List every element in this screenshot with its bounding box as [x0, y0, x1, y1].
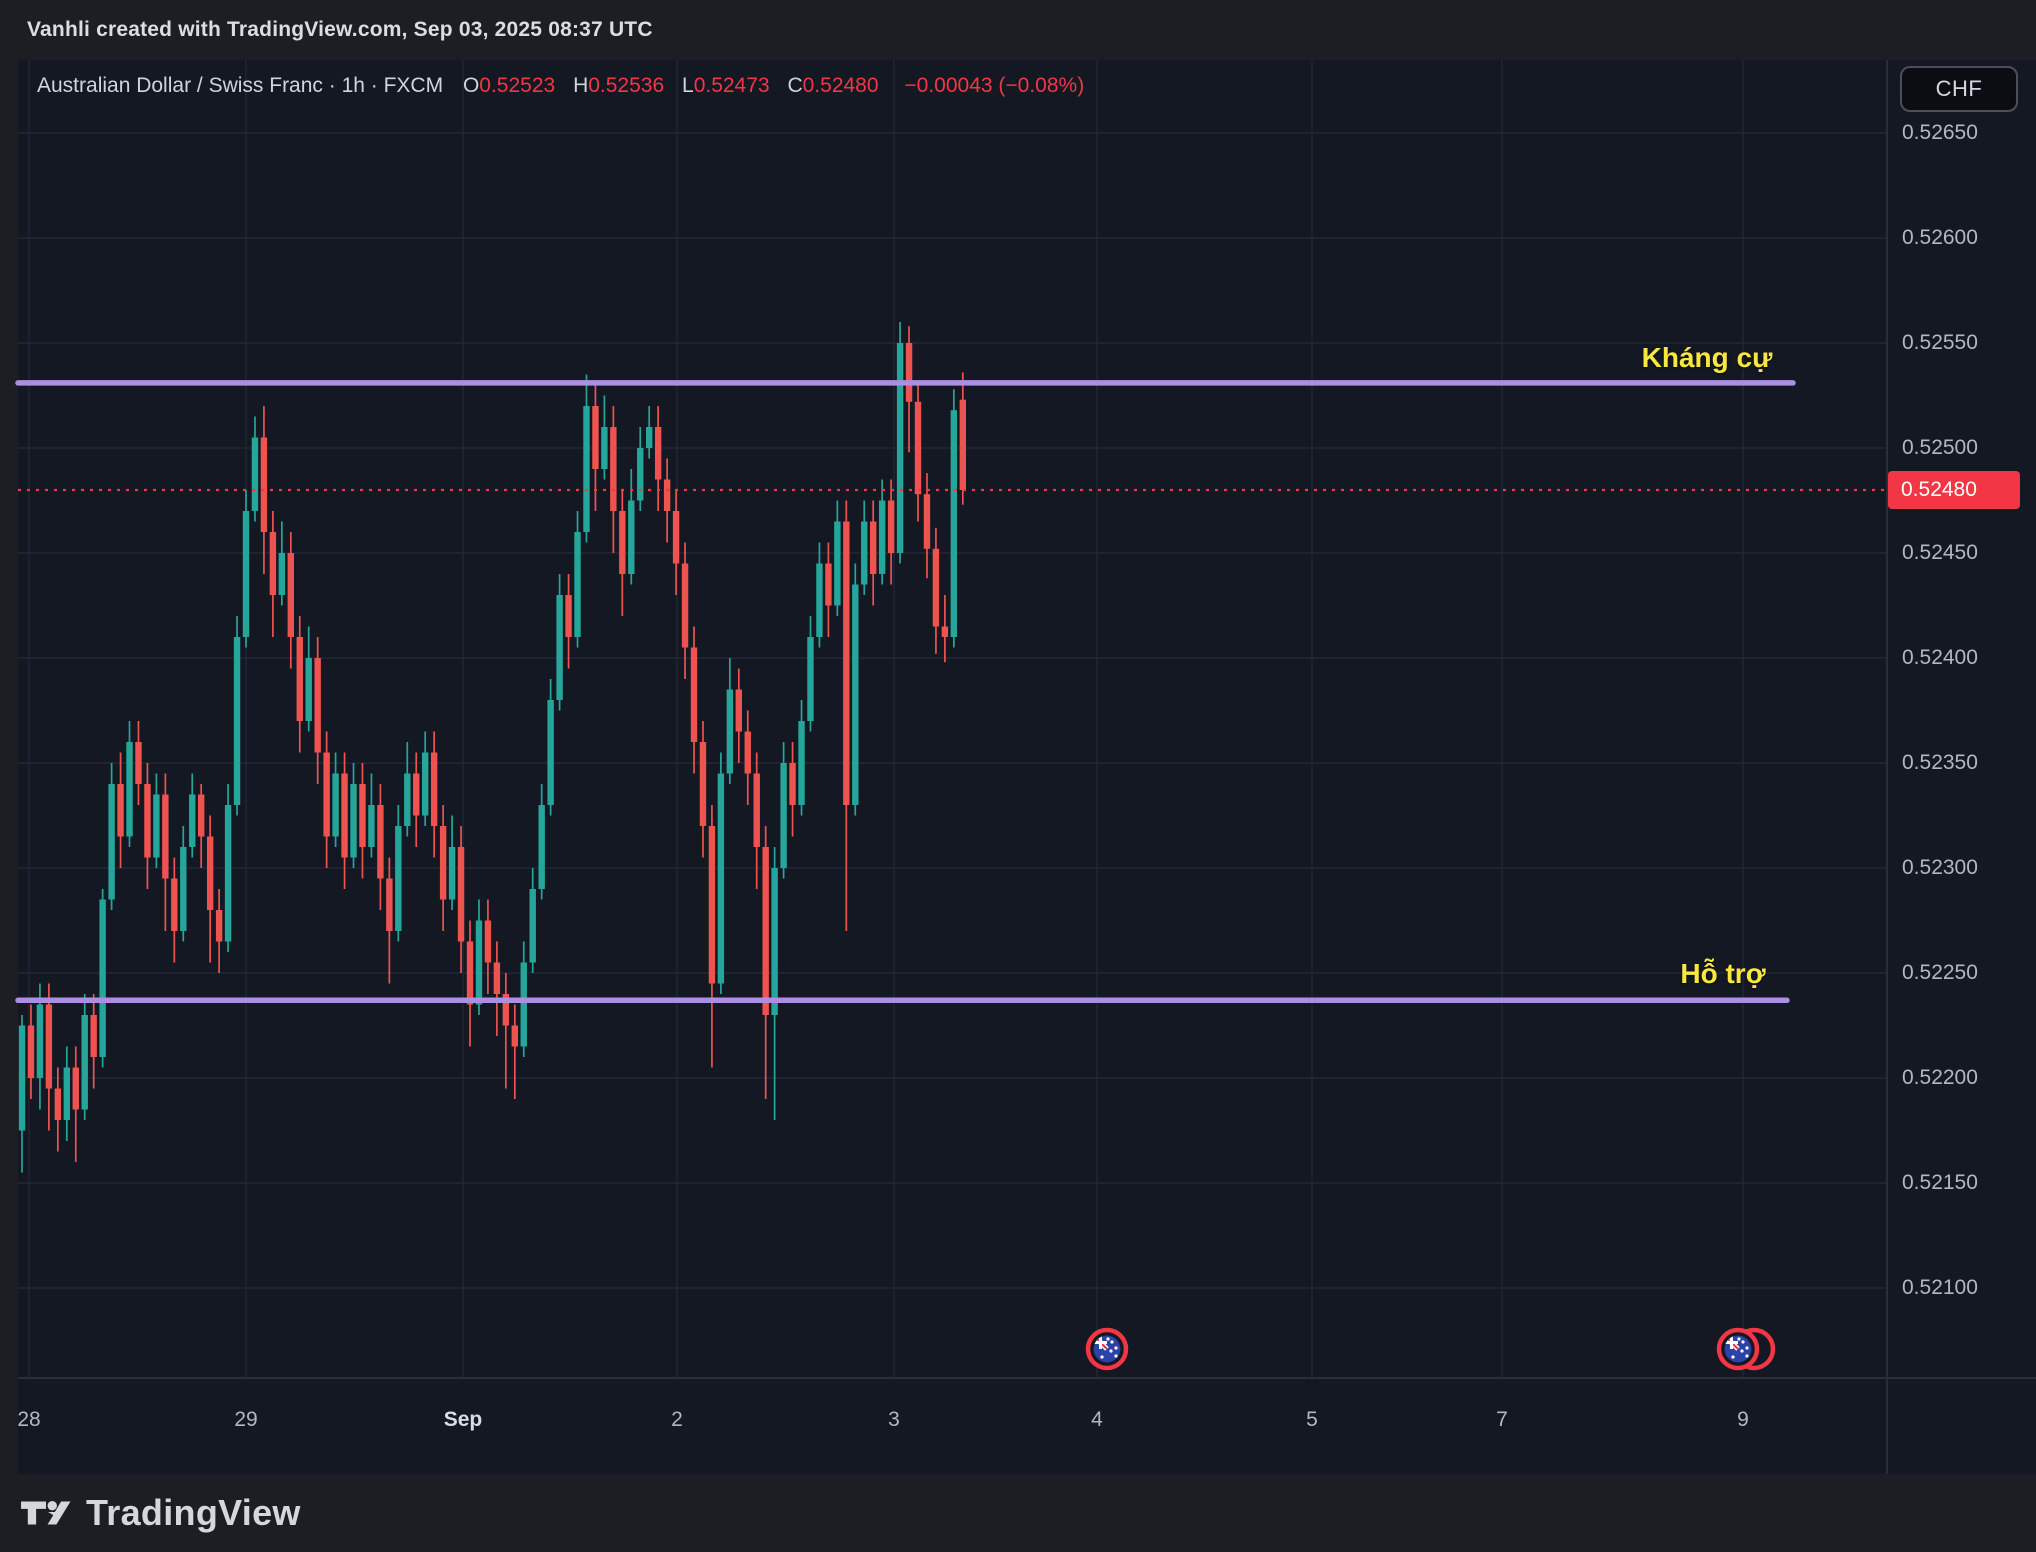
- price-axis-label: 0.52250: [1902, 961, 1978, 984]
- bottom-bar: TradingView: [0, 1474, 2036, 1552]
- price-axis-label: 0.52300: [1902, 856, 1978, 879]
- event-markers: [1085, 1327, 1776, 1371]
- price-axis-label: 0.52200: [1902, 1066, 1978, 1089]
- time-axis-label: 7: [1496, 1408, 1508, 1431]
- price-axis-label: 0.52150: [1902, 1171, 1978, 1194]
- resistance-label[interactable]: Kháng cự: [1641, 342, 1773, 373]
- price-axis-label: 0.52650: [1902, 121, 1978, 144]
- price-axis-label: 0.52400: [1902, 646, 1978, 669]
- last-price-tag: 0.52480: [1888, 471, 2020, 509]
- price-axis-label: 0.52350: [1902, 751, 1978, 774]
- attribution-text: Vanhli created with TradingView.com, Sep…: [27, 18, 653, 41]
- price-axis-label: 0.52450: [1902, 541, 1978, 564]
- tradingview-logo-icon: [21, 1501, 71, 1525]
- support-label[interactable]: Hỗ trợ: [1680, 958, 1766, 989]
- time-axis-label: 9: [1737, 1408, 1749, 1431]
- currency-button[interactable]: CHF: [1900, 66, 2018, 112]
- low-readout: L0.52473: [682, 74, 770, 97]
- high-readout: H0.52536: [573, 74, 665, 97]
- chart-pane[interactable]: [18, 60, 2036, 1474]
- symbol-title[interactable]: Australian Dollar / Swiss Franc · 1h · F…: [37, 74, 444, 97]
- time-axis-label: Sep: [443, 1408, 483, 1431]
- price-axis-label: 0.52500: [1902, 436, 1978, 459]
- time-axis-label: 5: [1306, 1408, 1318, 1431]
- change-readout: −0.00043 (−0.08%): [904, 74, 1085, 97]
- economic-event-flag-icon[interactable]: [1716, 1327, 1760, 1371]
- price-axis-label: 0.52100: [1902, 1276, 1978, 1299]
- economic-event-flag-icon[interactable]: [1085, 1327, 1129, 1371]
- close-readout: C0.52480: [787, 74, 879, 97]
- time-axis-label: 28: [17, 1408, 41, 1431]
- time-axis-label: 29: [234, 1408, 258, 1431]
- price-axis-label: 0.52600: [1902, 226, 1978, 249]
- attribution-bar: Vanhli created with TradingView.com, Sep…: [0, 0, 2036, 60]
- time-axis-label: 3: [888, 1408, 900, 1431]
- open-readout: O0.52523: [462, 74, 556, 97]
- time-axis-label: 2: [671, 1408, 683, 1431]
- price-axis-separator: [1886, 60, 1888, 1474]
- time-axis-label: 4: [1091, 1408, 1103, 1431]
- tradingview-wordmark: TradingView: [86, 1492, 301, 1533]
- price-axis-label: 0.52550: [1902, 331, 1978, 354]
- symbol-legend[interactable]: Australian Dollar / Swiss Franc · 1h · F…: [37, 74, 1084, 98]
- time-axis-separator: [18, 1377, 2036, 1379]
- tradingview-logo[interactable]: TradingView: [20, 1491, 301, 1535]
